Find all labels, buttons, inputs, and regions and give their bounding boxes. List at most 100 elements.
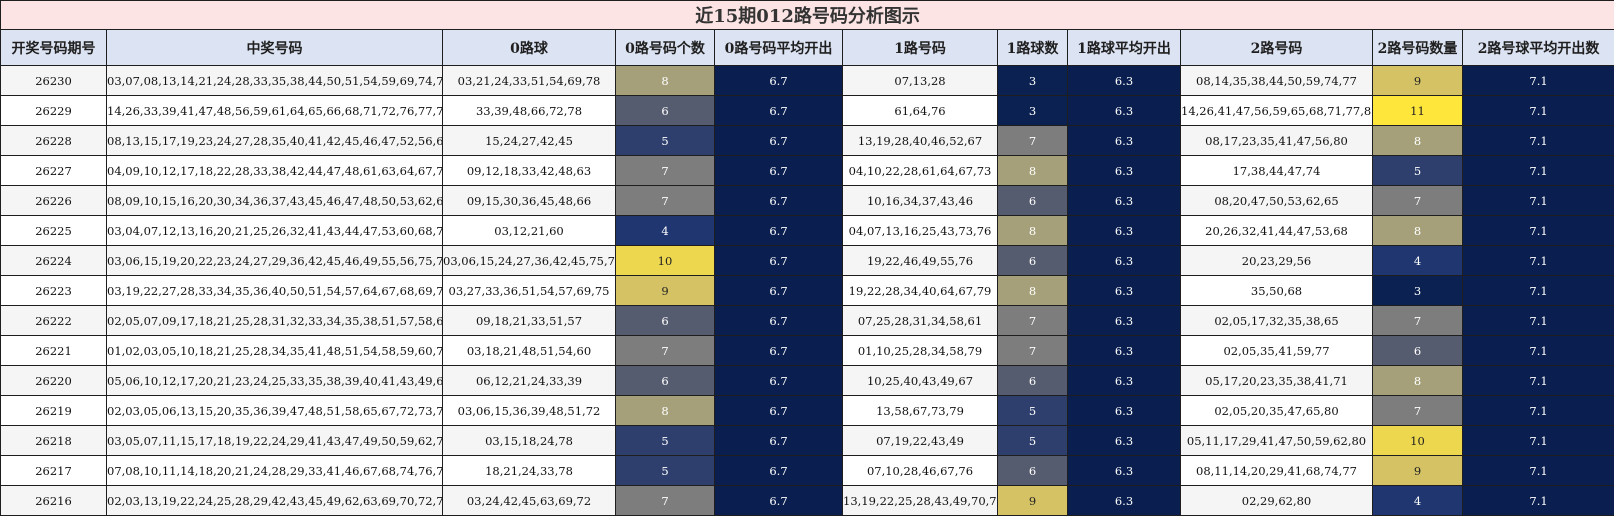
two-road-avg-cell: 7.1 xyxy=(1461,185,1614,216)
table-body: 26230 03,07,08,13,14,21,24,28,33,35,38,44… xyxy=(0,65,1614,516)
one-road-numbers-cell: 19,22,28,34,40,64,67,79 xyxy=(842,275,998,306)
column-header: 0路号码平均开出 xyxy=(714,29,843,66)
two-road-numbers-cell: 05,17,20,23,35,38,41,71 xyxy=(1180,365,1373,396)
two-road-numbers-cell: 17,38,44,47,74 xyxy=(1180,155,1373,186)
zero-road-balls-cell: 03,18,21,48,51,54,60 xyxy=(442,335,616,366)
one-road-avg-cell: 6.3 xyxy=(1067,395,1181,426)
table-row: 26220 05,06,10,12,17,20,21,23,24,25,33,35… xyxy=(0,365,1614,396)
zero-road-count-cell: 5 xyxy=(615,425,715,456)
two-road-count-cell: 7 xyxy=(1372,305,1463,336)
zero-road-count-cell: 6 xyxy=(615,305,715,336)
zero-road-balls-cell: 33,39,48,66,72,78 xyxy=(442,95,616,126)
period-cell: 26226 xyxy=(0,185,107,216)
one-road-count-cell: 8 xyxy=(997,155,1068,186)
two-road-avg-cell: 7.1 xyxy=(1461,455,1614,486)
period-cell: 26219 xyxy=(0,395,107,426)
table-row: 26222 02,05,07,09,17,18,21,25,28,31,32,33… xyxy=(0,305,1614,336)
table-row: 26218 03,05,07,11,15,17,18,19,22,24,29,41… xyxy=(0,425,1614,456)
winning-numbers-cell: 03,06,15,19,20,22,23,24,27,29,36,42,45,4… xyxy=(106,245,443,276)
period-cell: 26218 xyxy=(0,425,107,456)
period-cell: 26217 xyxy=(0,455,107,486)
one-road-numbers-cell: 13,19,22,25,28,43,49,70,76 xyxy=(842,485,998,516)
column-header: 2路号码 xyxy=(1180,29,1373,66)
zero-road-avg-cell: 6.7 xyxy=(714,215,843,246)
column-header: 0路球 xyxy=(442,29,616,66)
zero-road-balls-cell: 03,15,18,24,78 xyxy=(442,425,616,456)
winning-numbers-cell: 03,05,07,11,15,17,18,19,22,24,29,41,43,4… xyxy=(106,425,443,456)
zero-road-balls-cell: 15,24,27,42,45 xyxy=(442,125,616,156)
one-road-avg-cell: 6.3 xyxy=(1067,215,1181,246)
one-road-count-cell: 7 xyxy=(997,335,1068,366)
two-road-numbers-cell: 02,05,20,35,47,65,80 xyxy=(1180,395,1373,426)
one-road-count-cell: 6 xyxy=(997,245,1068,276)
zero-road-count-cell: 10 xyxy=(615,245,715,276)
zero-road-balls-cell: 03,06,15,24,27,36,42,45,75,78 xyxy=(442,245,616,276)
one-road-avg-cell: 6.3 xyxy=(1067,305,1181,336)
zero-road-count-cell: 7 xyxy=(615,185,715,216)
one-road-numbers-cell: 07,10,28,46,67,76 xyxy=(842,455,998,486)
period-cell: 26216 xyxy=(0,485,107,516)
two-road-numbers-cell: 02,29,62,80 xyxy=(1180,485,1373,516)
zero-road-avg-cell: 6.7 xyxy=(714,65,843,96)
zero-road-count-cell: 7 xyxy=(615,335,715,366)
zero-road-avg-cell: 6.7 xyxy=(714,335,843,366)
two-road-numbers-cell: 08,20,47,50,53,62,65 xyxy=(1180,185,1373,216)
two-road-numbers-cell: 35,50,68 xyxy=(1180,275,1373,306)
winning-numbers-cell: 04,09,10,12,17,18,22,28,33,38,42,44,47,4… xyxy=(106,155,443,186)
table-row: 26217 07,08,10,11,14,18,20,21,24,28,29,33… xyxy=(0,455,1614,486)
two-road-numbers-cell: 08,14,35,38,44,50,59,74,77 xyxy=(1180,65,1373,96)
two-road-count-cell: 11 xyxy=(1372,95,1463,126)
column-header: 2路号球平均开出数 xyxy=(1461,29,1614,66)
zero-road-count-cell: 5 xyxy=(615,125,715,156)
zero-road-avg-cell: 6.7 xyxy=(714,425,843,456)
one-road-count-cell: 9 xyxy=(997,485,1068,516)
two-road-avg-cell: 7.1 xyxy=(1461,365,1614,396)
two-road-avg-cell: 7.1 xyxy=(1461,65,1614,96)
two-road-avg-cell: 7.1 xyxy=(1461,335,1614,366)
column-header: 1路球数 xyxy=(997,29,1068,66)
one-road-count-cell: 3 xyxy=(997,95,1068,126)
table-row: 26225 03,04,07,12,13,16,20,21,25,26,32,41… xyxy=(0,215,1614,246)
one-road-count-cell: 7 xyxy=(997,305,1068,336)
zero-road-avg-cell: 6.7 xyxy=(714,245,843,276)
zero-road-count-cell: 7 xyxy=(615,485,715,516)
winning-numbers-cell: 08,09,10,15,16,20,30,34,36,37,43,45,46,4… xyxy=(106,185,443,216)
zero-road-avg-cell: 6.7 xyxy=(714,485,843,516)
table-row: 26216 02,03,13,19,22,24,25,28,29,42,43,45… xyxy=(0,485,1614,516)
column-header: 2路号码数量 xyxy=(1372,29,1463,66)
winning-numbers-cell: 07,08,10,11,14,18,20,21,24,28,29,33,41,4… xyxy=(106,455,443,486)
two-road-count-cell: 8 xyxy=(1372,365,1463,396)
two-road-avg-cell: 7.1 xyxy=(1461,485,1614,516)
two-road-count-cell: 8 xyxy=(1372,125,1463,156)
period-cell: 26229 xyxy=(0,95,107,126)
two-road-count-cell: 6 xyxy=(1372,335,1463,366)
one-road-numbers-cell: 61,64,76 xyxy=(842,95,998,126)
one-road-numbers-cell: 10,16,34,37,43,46 xyxy=(842,185,998,216)
two-road-count-cell: 9 xyxy=(1372,65,1463,96)
two-road-numbers-cell: 05,11,17,29,41,47,50,59,62,80 xyxy=(1180,425,1373,456)
one-road-avg-cell: 6.3 xyxy=(1067,365,1181,396)
two-road-count-cell: 4 xyxy=(1372,245,1463,276)
one-road-count-cell: 6 xyxy=(997,455,1068,486)
one-road-numbers-cell: 04,07,13,16,25,43,73,76 xyxy=(842,215,998,246)
one-road-count-cell: 3 xyxy=(997,65,1068,96)
one-road-numbers-cell: 13,19,28,40,46,52,67 xyxy=(842,125,998,156)
winning-numbers-cell: 01,02,03,05,10,18,21,25,28,34,35,41,48,5… xyxy=(106,335,443,366)
two-road-avg-cell: 7.1 xyxy=(1461,395,1614,426)
zero-road-avg-cell: 6.7 xyxy=(714,305,843,336)
one-road-avg-cell: 6.3 xyxy=(1067,155,1181,186)
one-road-avg-cell: 6.3 xyxy=(1067,335,1181,366)
one-road-numbers-cell: 10,25,40,43,49,67 xyxy=(842,365,998,396)
zero-road-count-cell: 8 xyxy=(615,65,715,96)
one-road-avg-cell: 6.3 xyxy=(1067,425,1181,456)
two-road-numbers-cell: 02,05,35,41,59,77 xyxy=(1180,335,1373,366)
table-row: 26226 08,09,10,15,16,20,30,34,36,37,43,45… xyxy=(0,185,1614,216)
winning-numbers-cell: 14,26,33,39,41,47,48,56,59,61,64,65,66,6… xyxy=(106,95,443,126)
two-road-count-cell: 7 xyxy=(1372,395,1463,426)
zero-road-count-cell: 9 xyxy=(615,275,715,306)
period-cell: 26224 xyxy=(0,245,107,276)
column-header: 0路号码个数 xyxy=(615,29,715,66)
two-road-count-cell: 7 xyxy=(1372,185,1463,216)
